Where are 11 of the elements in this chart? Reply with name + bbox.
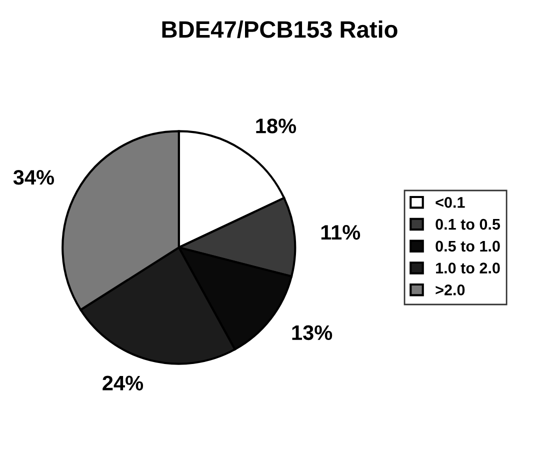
legend-label: <0.1 xyxy=(436,197,465,208)
data-label: 13% xyxy=(292,325,332,340)
data-label: 34% xyxy=(13,170,54,185)
legend-label: >2.0 xyxy=(436,284,465,296)
data-label: 18% xyxy=(256,118,296,134)
data-label: 11% xyxy=(321,225,360,240)
legend-label: 1.0 to 2.0 xyxy=(436,262,500,274)
legend-label: 0.1 to 0.5 xyxy=(436,218,500,230)
chart-title: BDE47/PCB153 Ratio xyxy=(162,20,398,38)
legend-label: 0.5 to 1.0 xyxy=(436,240,500,252)
data-label: 24% xyxy=(102,376,144,390)
